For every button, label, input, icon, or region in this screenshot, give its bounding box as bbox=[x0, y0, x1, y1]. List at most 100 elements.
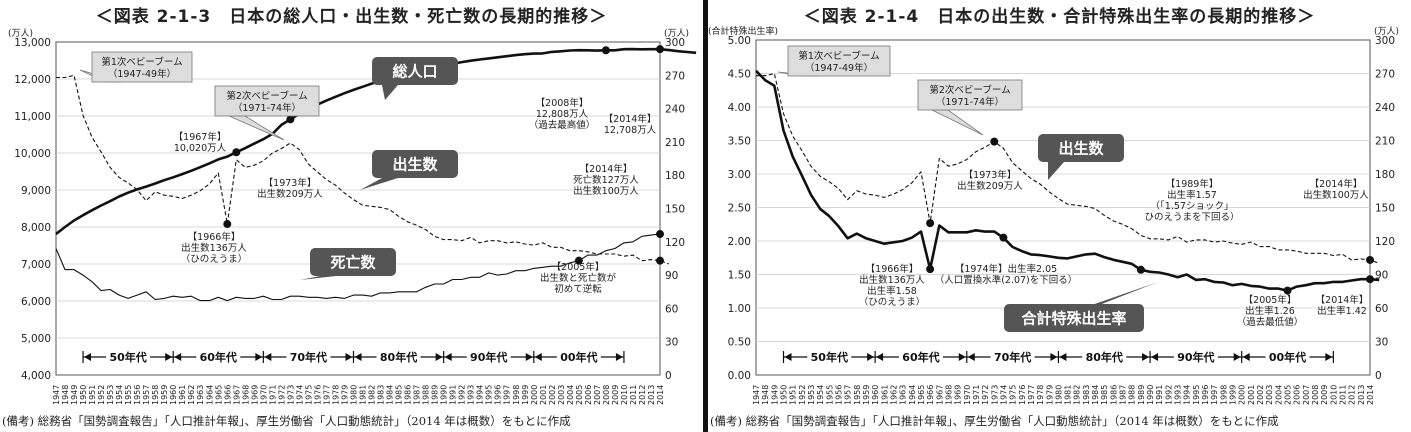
x-axis-tick-label: 1978 bbox=[1036, 385, 1045, 405]
x-axis-tick-label: 1990 bbox=[1146, 385, 1155, 405]
data-point-marker bbox=[1283, 286, 1292, 295]
decade-label-bg bbox=[556, 349, 601, 364]
series-label-text: 出生数 bbox=[392, 156, 438, 174]
decade-label-bg bbox=[466, 349, 511, 364]
x-axis-tick-label: 1958 bbox=[151, 385, 160, 405]
decade-arrow-right bbox=[345, 353, 353, 361]
x-axis-tick-label: 1947 bbox=[52, 385, 61, 405]
decade-label: 00年代 bbox=[560, 350, 597, 364]
series-label-text: 死亡数 bbox=[330, 254, 376, 272]
left-axis-tick-label: 4.00 bbox=[728, 102, 751, 114]
decade-arrow-right bbox=[1233, 353, 1241, 361]
panel-divider bbox=[703, 0, 708, 432]
x-axis-tick-label: 1982 bbox=[1073, 385, 1082, 405]
x-axis-tick-label: 1959 bbox=[862, 385, 871, 405]
x-axis-tick-label: 2002 bbox=[1256, 385, 1265, 405]
right-axis-tick-label: 30 bbox=[665, 337, 678, 349]
left-axis-tick-label: 7,000 bbox=[21, 259, 51, 271]
callout-box bbox=[917, 79, 1023, 111]
annotation: 【2005年】出生数と死亡数が初めて逆転 bbox=[540, 261, 617, 295]
decade-arrow-right bbox=[1142, 353, 1150, 361]
right-axis-tick-label: 300 bbox=[665, 37, 685, 49]
decade-arrow-right bbox=[525, 353, 533, 361]
decade-label: 50年代 bbox=[811, 350, 848, 364]
x-axis-tick-label: 1984 bbox=[386, 385, 395, 405]
x-axis-tick-label: 1972 bbox=[277, 385, 286, 405]
x-axis-tick-label: 1994 bbox=[1183, 385, 1192, 405]
x-axis-tick-label: 1977 bbox=[322, 385, 331, 405]
x-axis-tick-label: 1969 bbox=[250, 385, 259, 405]
x-axis-tick-label: 2006 bbox=[1293, 385, 1302, 405]
annotation: 【2014年】出生数100万人 bbox=[1303, 178, 1369, 201]
right-axis-tick-label: 0 bbox=[1375, 370, 1382, 382]
x-axis-tick-label: 1992 bbox=[1164, 385, 1173, 405]
x-axis-tick-label: 1951 bbox=[88, 385, 97, 405]
x-axis-tick-label: 1962 bbox=[187, 385, 196, 405]
x-axis-tick-label: 1993 bbox=[1174, 385, 1183, 405]
x-axis-tick-label: 2011 bbox=[1339, 385, 1348, 405]
decade-label-bg bbox=[106, 349, 151, 364]
x-axis-tick-label: 1997 bbox=[503, 385, 512, 405]
x-axis-tick-label: 1969 bbox=[954, 385, 963, 405]
decade-label-bg bbox=[376, 349, 421, 364]
x-axis-tick-label: 1980 bbox=[1054, 385, 1063, 405]
decade-arrow-left bbox=[1059, 353, 1067, 361]
right-axis-tick-label: 240 bbox=[1375, 102, 1395, 114]
x-axis-tick-label: 1959 bbox=[160, 385, 169, 405]
x-axis-tick-label: 1966 bbox=[223, 385, 232, 405]
x-axis-tick-label: 2014 bbox=[656, 385, 665, 405]
x-axis-tick-label: 1955 bbox=[825, 385, 834, 405]
right-axis-tick-label: 90 bbox=[1375, 270, 1388, 282]
annotation: 【2014年】 12,708万人 bbox=[604, 113, 657, 136]
x-axis-tick-label: 2007 bbox=[1302, 385, 1311, 405]
left-axis-tick-label: 4.50 bbox=[728, 69, 751, 81]
left-axis-tick-label: 13,000 bbox=[14, 37, 51, 49]
baby-boom-callout: 第2次ベビーブーム（1971-74年） bbox=[929, 84, 1010, 108]
decade-arrow-left bbox=[84, 353, 92, 361]
decade-arrow-left bbox=[534, 353, 542, 361]
x-axis-tick-label: 1996 bbox=[494, 385, 503, 405]
x-axis-tick-label: 1961 bbox=[178, 385, 187, 405]
x-axis-tick-label: 1964 bbox=[908, 385, 917, 405]
series-label-text: 総人口 bbox=[392, 63, 437, 81]
x-axis-tick-label: 1989 bbox=[431, 385, 440, 405]
chart-panel-population: ＜図表 2-1-3 日本の総人口・出生数・死亡数の長期的推移＞ 13,000 12… bbox=[0, 0, 703, 432]
decade-label-bg bbox=[1173, 349, 1218, 364]
x-axis-tick-label: 1982 bbox=[368, 385, 377, 405]
x-axis-tick-label: 1956 bbox=[133, 385, 142, 405]
x-axis-tick-label: 1974 bbox=[295, 385, 304, 405]
x-axis-tick-label: 1987 bbox=[1119, 385, 1128, 405]
x-axis-tick-label: 1965 bbox=[214, 385, 223, 405]
x-axis-tick-label: 1952 bbox=[798, 385, 807, 405]
series-label-births: 出生数 bbox=[1038, 134, 1124, 180]
series-line-合計特殊出生率 bbox=[755, 69, 1380, 292]
x-axis-tick-label: 1970 bbox=[259, 385, 268, 405]
x-axis-tick-label: 1998 bbox=[512, 385, 521, 405]
data-point-marker bbox=[601, 46, 610, 55]
baby-boom-callout: 第2次ベビーブーム（1971-74年） bbox=[226, 90, 307, 114]
x-axis-tick-label: 1954 bbox=[115, 385, 124, 405]
x-axis-tick-label: 1988 bbox=[1128, 385, 1137, 405]
right-axis-tick-label: 240 bbox=[665, 104, 685, 116]
population-chart: 13,000 12,000 11,000 10,000 9,000 8,000 7,000 6… bbox=[8, 28, 697, 405]
annotation: 【1966年】出生数136万人出生率1.58 （ひのえうま） bbox=[859, 263, 926, 308]
decade-arrow-left bbox=[1242, 353, 1250, 361]
left-axis-tick-label: 2.50 bbox=[728, 203, 751, 215]
x-axis-tick-label: 1987 bbox=[413, 385, 422, 405]
right-axis-tick-label: 210 bbox=[1375, 136, 1395, 148]
chart-title: ＜図表 2-1-4 日本の出生数・合計特殊出生率の長期的推移＞ bbox=[803, 7, 1316, 27]
data-point-marker bbox=[232, 148, 241, 157]
x-axis-tick-label: 1963 bbox=[196, 385, 205, 405]
data-point-marker bbox=[926, 265, 935, 274]
series-line-出生数 bbox=[756, 72, 1380, 264]
decade-label: 50年代 bbox=[109, 350, 146, 364]
right-axis-tick-label: 0 bbox=[665, 370, 672, 382]
x-axis-tick-label: 2011 bbox=[629, 385, 638, 405]
left-axis-tick-label: 1.00 bbox=[728, 303, 751, 315]
right-axis-tick-label: 60 bbox=[665, 303, 678, 315]
decade-arrow-left bbox=[784, 353, 792, 361]
decade-arrow-right bbox=[867, 353, 875, 361]
x-axis-tick-label: 1957 bbox=[844, 385, 853, 405]
series-label-text: 合計特殊出生率 bbox=[1020, 310, 1126, 328]
decade-label-bg bbox=[1082, 349, 1127, 364]
